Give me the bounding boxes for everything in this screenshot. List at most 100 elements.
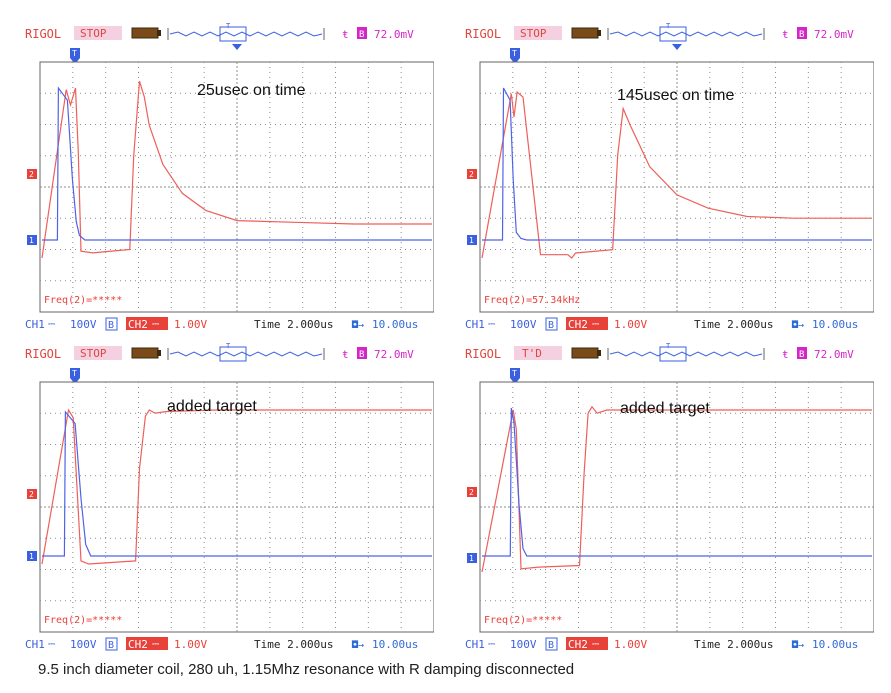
trigger-offset: 10.00us (372, 638, 418, 651)
svg-text:B: B (359, 30, 364, 40)
trigger-slope-icon: ŧ (782, 28, 789, 41)
brand-label: RIGOL (465, 27, 501, 41)
waveform-overview-icon: T (167, 22, 325, 42)
svg-text:2: 2 (469, 170, 474, 179)
memory-depth-icon-tip (597, 350, 601, 356)
timebase: Time 2.000us (254, 318, 333, 331)
ch2-trace (41, 81, 432, 259)
trigger-level: 72.0mV (814, 28, 854, 41)
graticule (40, 62, 434, 312)
offset-bg (790, 637, 874, 650)
dc-coupling-icon: ⎓ (592, 640, 599, 650)
trigger-offset: 10.00us (812, 318, 858, 331)
trigger-source-icon (797, 27, 807, 39)
ch1-scale: 100V (510, 318, 537, 331)
ch2-label: CH2 (568, 638, 588, 651)
ch1-level-marker-icon: 1 (27, 235, 37, 245)
ch1-scale: 100V (70, 318, 97, 331)
trigger-offset-icon: ◘→ (351, 640, 364, 651)
status-badge-bg (74, 346, 122, 360)
memory-depth-icon-tip (157, 350, 161, 356)
ch1-label: CH1 (25, 318, 45, 331)
timebase: Time 2.000us (694, 318, 773, 331)
ch2-trace (481, 90, 872, 259)
trigger-source-icon (357, 27, 367, 39)
ch1-bandwidth-badge: B (108, 320, 114, 331)
offset-bg (350, 317, 434, 330)
frequency-readout: Freq(2)=***** (44, 295, 122, 306)
ch1-scale: 100V (510, 638, 537, 651)
ch2-level-marker-icon: 2 (27, 489, 37, 499)
status-badge-bg (74, 26, 122, 40)
ch2-scale: 1.00V (614, 638, 647, 651)
ch2-level-marker-icon: 2 (27, 169, 37, 179)
svg-text:T: T (512, 369, 517, 378)
graticule (480, 382, 874, 632)
ch1-bandwidth-badge-bg (545, 317, 558, 331)
memory-depth-icon (571, 27, 599, 39)
scope-status-bar: CH1 ⎓ 100V B CH2 ⎓ 1.00V Time 2.000us ◘→… (465, 317, 874, 331)
ch2-level-marker-icon: 2 (467, 169, 477, 179)
ch1-trace (42, 410, 432, 557)
ch1-scale: 100V (70, 638, 97, 651)
frequency-readout: Freq(2)=***** (484, 615, 562, 626)
waveform-annotation: 25usec on time (197, 82, 306, 99)
status-badge: T'D (522, 347, 542, 360)
brand-label: RIGOL (25, 27, 61, 41)
ch2-scale: 1.00V (174, 638, 207, 651)
memory-depth-icon (131, 347, 159, 359)
ch2-scale: 1.00V (174, 318, 207, 331)
waveform-overview-icon: T (607, 22, 765, 42)
waveform-overview-icon: T (167, 342, 325, 362)
offset-bg (790, 317, 874, 330)
ch2-label: CH2 (568, 318, 588, 331)
ch1-label: CH1 (465, 638, 485, 651)
svg-text:1: 1 (29, 236, 34, 245)
scope-capture-1: RIGOL STOP T ŧ B 72.0mV T (22, 22, 434, 334)
scope-svg: RIGOL STOP T ŧ B 72.0mV T 2 1 (22, 342, 434, 651)
waveform-annotation: added target (167, 398, 257, 415)
status-badge-bg (514, 346, 562, 360)
waveform-annotation: added target (620, 400, 710, 417)
svg-text:T: T (72, 49, 77, 58)
graticule (480, 62, 874, 312)
ch1-bandwidth-badge-bg (105, 317, 118, 331)
ch2-label-bg (566, 637, 608, 650)
ch1-bandwidth-badge-bg (545, 637, 558, 651)
ch2-trace (41, 408, 432, 565)
brand-label: RIGOL (25, 347, 61, 361)
svg-text:T: T (226, 22, 231, 30)
status-badge: STOP (80, 347, 107, 360)
trigger-slope-icon: ŧ (342, 348, 349, 361)
svg-text:B: B (799, 350, 804, 360)
ch1-level-marker-icon: 1 (467, 553, 477, 563)
svg-text:T: T (666, 342, 671, 350)
memory-depth-icon-tip (157, 30, 161, 36)
scope-capture-2: RIGOL STOP T ŧ B 72.0mV T 2 (462, 22, 874, 334)
offset-bg (350, 637, 434, 650)
svg-text:2: 2 (469, 488, 474, 497)
dc-coupling-icon: ⎓ (48, 320, 55, 330)
memory-depth-icon (571, 347, 599, 359)
svg-text:2: 2 (29, 170, 34, 179)
memory-depth-icon (131, 27, 159, 39)
trigger-level: 72.0mV (374, 348, 414, 361)
scope-status-bar: CH1 ⎓ 100V B CH2 ⎓ 1.00V Time 2.000us ◘→… (25, 637, 434, 651)
ch2-label-bg (126, 317, 168, 330)
timebase: Time 2.000us (254, 638, 333, 651)
dc-coupling-icon: ⎓ (152, 320, 159, 330)
memory-depth-icon-tip (597, 30, 601, 36)
trigger-time-marker-icon: T (70, 48, 80, 64)
dc-coupling-icon: ⎓ (488, 320, 495, 330)
trigger-time-marker-icon: T (70, 368, 80, 384)
trigger-offset-icon: ◘→ (351, 320, 364, 331)
ch1-bandwidth-badge: B (548, 640, 554, 651)
scope-status-bar: CH1 ⎓ 100V B CH2 ⎓ 1.00V Time 2.000us ◘→… (25, 317, 434, 331)
trigger-level: 72.0mV (374, 28, 414, 41)
brand-label: RIGOL (465, 347, 501, 361)
figure-caption: 9.5 inch diameter coil, 280 uh, 1.15Mhz … (38, 661, 575, 678)
dc-coupling-icon: ⎓ (592, 320, 599, 330)
ch2-trace (481, 405, 872, 573)
ch1-bandwidth-badge: B (548, 320, 554, 331)
frequency-readout: Freq(2)=57.34kHz (484, 295, 580, 306)
